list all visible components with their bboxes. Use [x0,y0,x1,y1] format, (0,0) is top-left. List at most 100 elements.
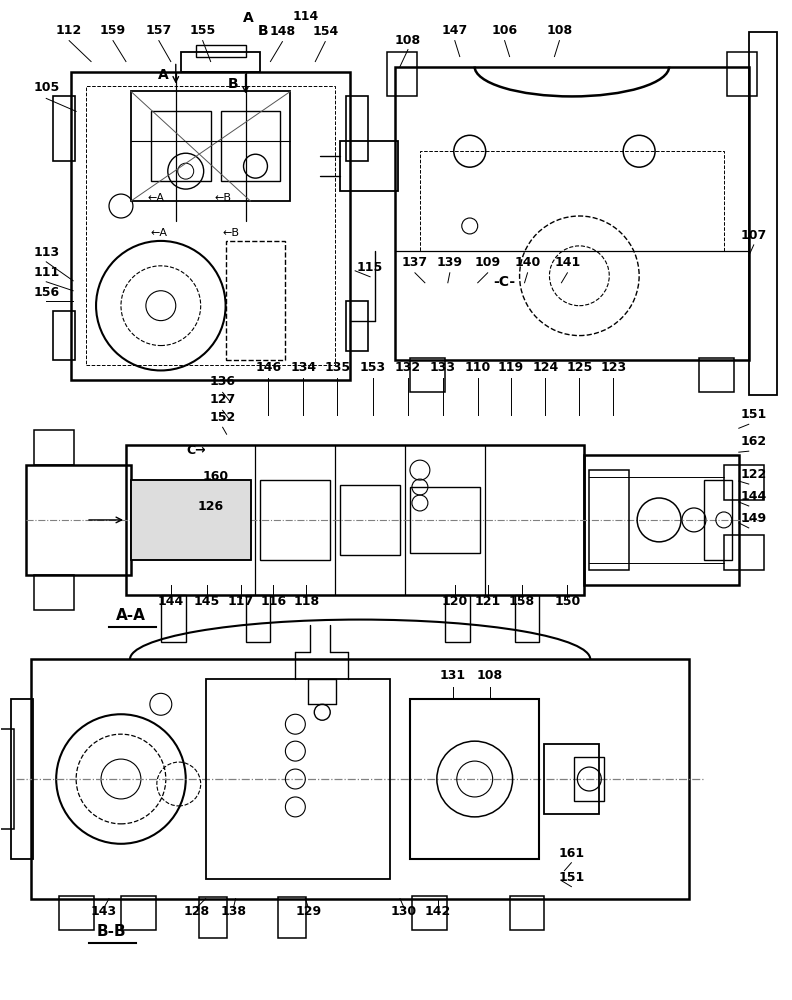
Text: 154: 154 [312,25,338,38]
Bar [11,699,33,859]
Text: ←B: ←B [222,228,239,238]
Bar [410,487,480,553]
Text: 156: 156 [33,286,59,299]
Text: 128: 128 [184,905,210,918]
Text: A: A [158,68,168,82]
Bar [131,480,250,560]
Bar [445,595,470,642]
Bar [71,72,350,380]
Bar [410,358,445,392]
Bar [261,480,330,560]
Text: 153: 153 [360,361,386,374]
Bar [727,52,756,96]
Bar [31,659,689,899]
Text: 160: 160 [203,470,229,483]
Bar [341,485,400,555]
Text: C→: C→ [186,444,205,457]
Text: 108: 108 [477,669,503,682]
Text: B-B: B-B [96,924,126,939]
Text: 159: 159 [100,24,126,37]
Text: 117: 117 [227,595,253,608]
Bar [126,445,584,595]
Text: 140: 140 [515,256,541,269]
Text: 122: 122 [741,468,767,481]
Bar [226,241,285,360]
Bar [724,535,763,570]
Bar [53,96,75,161]
Bar [699,358,734,392]
Bar [279,897,307,938]
Text: 105: 105 [33,81,59,94]
Text: 109: 109 [474,256,501,269]
Bar [412,896,447,930]
Text: 144: 144 [158,595,184,608]
Text: 143: 143 [91,905,117,918]
Bar [150,111,211,181]
Bar [724,465,763,500]
Bar [341,141,398,191]
Bar [34,430,74,465]
Text: 141: 141 [554,256,581,269]
Text: 121: 121 [474,595,501,608]
Text: -C-: -C- [493,275,516,289]
Bar [199,897,227,938]
Text: 158: 158 [508,595,535,608]
Bar [206,679,390,879]
Bar [509,896,544,930]
Text: 132: 132 [395,361,421,374]
Bar [196,45,246,57]
Bar [704,480,732,560]
Text: A-A: A-A [116,608,146,623]
Bar [53,311,75,360]
Text: 137: 137 [402,256,428,269]
Text: 119: 119 [497,361,524,374]
Text: 142: 142 [425,905,451,918]
Bar [544,744,600,814]
Text: 108: 108 [395,34,421,47]
Text: 155: 155 [189,24,215,37]
Text: 133: 133 [430,361,456,374]
Text: 113: 113 [33,246,59,259]
Text: 130: 130 [391,905,417,918]
Text: 151: 151 [558,871,584,884]
Text: ←A: ←A [150,228,167,238]
Bar [574,757,604,801]
Bar [589,470,629,570]
Bar [395,67,748,360]
Bar [59,896,94,930]
Text: 107: 107 [741,229,767,242]
Text: 134: 134 [290,361,316,374]
Text: 146: 146 [255,361,281,374]
Text: 118: 118 [293,595,319,608]
Text: 135: 135 [324,361,350,374]
Text: 162: 162 [741,435,767,448]
Text: 144: 144 [741,490,767,503]
Bar [515,595,539,642]
Text: 145: 145 [193,595,220,608]
Text: 138: 138 [220,905,246,918]
Text: 129: 129 [295,905,322,918]
Text: 148: 148 [269,25,295,38]
Text: 161: 161 [558,847,584,860]
Text: 106: 106 [492,24,518,37]
Text: ←A: ←A [147,193,165,203]
Bar [86,86,335,365]
Text: 149: 149 [741,512,767,525]
Bar [410,699,539,859]
Bar [181,52,261,72]
Text: 114: 114 [292,10,318,23]
Text: 139: 139 [437,256,463,269]
Bar [131,91,291,201]
Text: 125: 125 [566,361,592,374]
Bar [161,595,186,642]
Text: 147: 147 [442,24,468,37]
Bar [246,595,270,642]
Text: B: B [227,77,238,91]
Text: 124: 124 [532,361,558,374]
Text: 136: 136 [210,375,235,388]
Bar [420,151,724,251]
Text: 126: 126 [197,500,223,513]
Bar [121,896,156,930]
Text: 151: 151 [741,408,767,421]
Text: 152: 152 [210,411,236,424]
